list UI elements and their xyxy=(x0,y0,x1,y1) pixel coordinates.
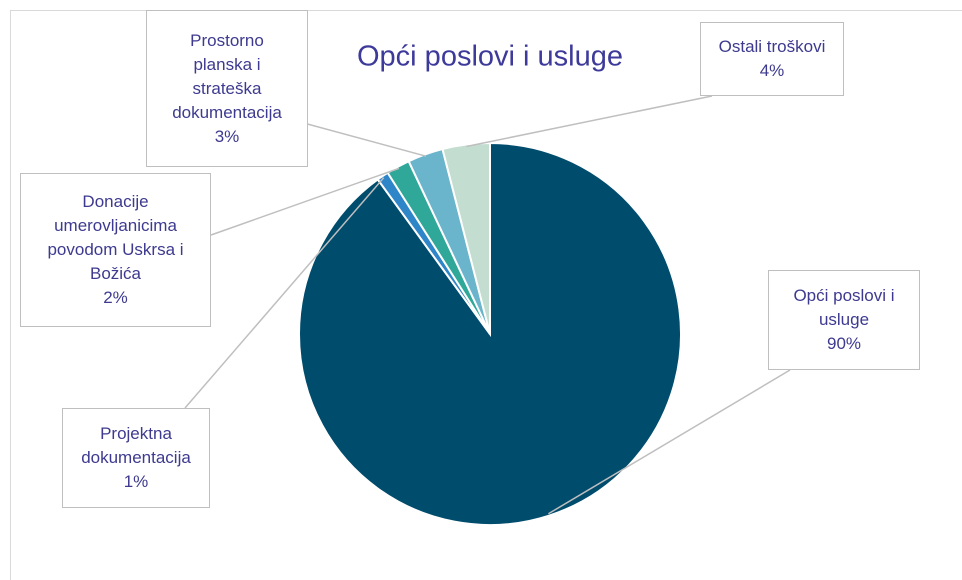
value-label: 3% xyxy=(214,126,240,146)
category-label: Projektna dokumentacija xyxy=(81,424,191,467)
chart-frame xyxy=(10,10,962,580)
category-label: Donacije umerovljanicima povodom Uskrsa … xyxy=(47,192,184,283)
value-label: 90% xyxy=(826,334,862,353)
leader-line xyxy=(299,121,427,157)
data-label: Projektna dokumentacija 1% xyxy=(62,408,210,508)
data-label: Prostorno planska i strateška dokumentac… xyxy=(146,10,308,167)
chart-title: Opći poslovi i usluge xyxy=(357,41,623,73)
category-label: Ostali troškovi xyxy=(718,37,826,56)
value-label: 4% xyxy=(759,61,785,80)
pie-slice xyxy=(441,141,491,335)
leader-line xyxy=(466,95,713,148)
data-label: Donacije umerovljanicima povodom Uskrsa … xyxy=(20,173,211,327)
value-label: 1% xyxy=(123,472,149,491)
category-label: Prostorno planska i strateška dokumentac… xyxy=(172,30,282,122)
leader-line xyxy=(548,369,791,515)
value-label: 2% xyxy=(103,288,128,307)
category-label: Opći poslovi i usluge xyxy=(793,286,895,329)
leader-line xyxy=(184,177,385,409)
data-label: Ostali troškovi 4% xyxy=(700,22,844,96)
data-label: Opći poslovi i usluge 90% xyxy=(768,270,920,370)
leader-line xyxy=(210,167,400,236)
